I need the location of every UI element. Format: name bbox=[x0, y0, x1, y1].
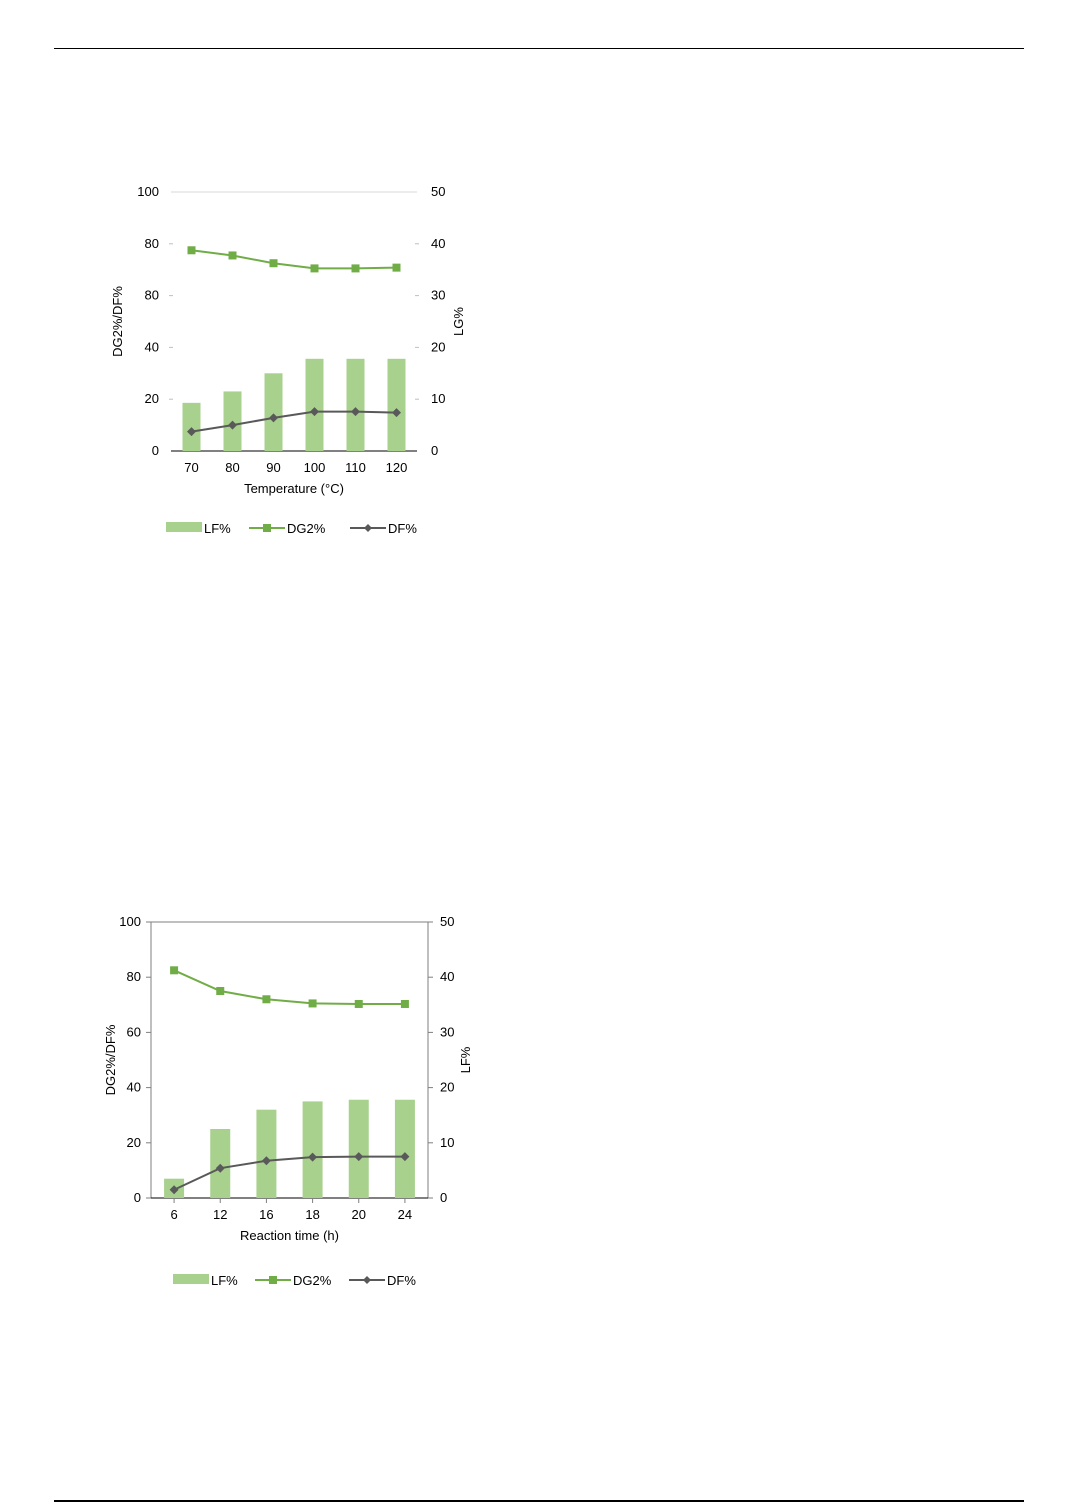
left-tick-label: 0 bbox=[152, 443, 159, 458]
right-axis-title: LG% bbox=[451, 307, 466, 336]
legend-lf-label: LF% bbox=[211, 1273, 238, 1288]
dg2-line bbox=[191, 249, 397, 270]
header-rule bbox=[54, 48, 1024, 49]
dg2-line bbox=[173, 969, 405, 1005]
right-tick-label: 0 bbox=[440, 1190, 447, 1205]
x-tick-label: 110 bbox=[345, 460, 366, 475]
x-tick-label: 90 bbox=[266, 460, 280, 475]
left-tick-label: 80 bbox=[145, 236, 159, 251]
dg2-point bbox=[187, 246, 196, 255]
dg2-point bbox=[308, 999, 317, 1008]
lf-bar bbox=[264, 373, 283, 451]
right-tick-label: 10 bbox=[431, 391, 445, 406]
left-tick-label: 0 bbox=[134, 1190, 141, 1205]
temperature-chart: 0 20 40 80 80 100 0 10 20 30 40 50 70 80 90 100 110 120 Te… bbox=[110, 184, 466, 536]
right-tick-label: 10 bbox=[440, 1135, 454, 1150]
x-tick-label: 20 bbox=[352, 1207, 366, 1222]
legend-df-marker bbox=[363, 1276, 371, 1284]
legend-lf-swatch bbox=[166, 522, 202, 532]
legend-df-label: DF% bbox=[387, 1273, 416, 1288]
lf-bar bbox=[305, 358, 324, 451]
lf-bar bbox=[302, 1101, 323, 1198]
legend-dg2-marker bbox=[269, 1276, 277, 1284]
x-tick-label: 18 bbox=[305, 1207, 319, 1222]
df-point bbox=[310, 407, 319, 417]
left-tick-label: 60 bbox=[127, 1024, 141, 1039]
dg2-point bbox=[170, 966, 179, 975]
right-tick-label: 50 bbox=[440, 914, 454, 929]
x-tick-label: 100 bbox=[304, 460, 326, 475]
legend-df-marker bbox=[364, 524, 372, 532]
lf-bar bbox=[346, 358, 365, 451]
left-tick-label: 40 bbox=[145, 339, 159, 354]
right-tick-label: 40 bbox=[431, 236, 445, 251]
df-line bbox=[173, 1155, 405, 1191]
dg2-point bbox=[269, 259, 278, 268]
right-tick-label: 50 bbox=[431, 184, 445, 199]
df-point bbox=[392, 408, 401, 418]
df-point bbox=[261, 1156, 271, 1166]
legend-dg2-label: DG2% bbox=[287, 521, 326, 536]
dg2-point bbox=[400, 999, 409, 1008]
left-tick-label: 20 bbox=[127, 1135, 141, 1150]
df-point bbox=[308, 1152, 318, 1162]
right-tick-label: 40 bbox=[440, 969, 454, 984]
left-tick-label: 100 bbox=[137, 184, 159, 199]
reaction-time-chart: 0 20 40 60 80 100 0 10 20 30 40 50 6 12 16 18 20 24 Reacti… bbox=[103, 914, 473, 1288]
df-point bbox=[187, 427, 196, 437]
legend-lf-swatch bbox=[173, 1274, 209, 1284]
left-axis-title: DG2%/DF% bbox=[110, 286, 125, 357]
legend-dg2-label: DG2% bbox=[293, 1273, 332, 1288]
df-point bbox=[169, 1185, 179, 1195]
right-tick-label: 30 bbox=[440, 1024, 454, 1039]
left-axis-title: DG2%/DF% bbox=[103, 1024, 118, 1095]
df-point bbox=[400, 1152, 410, 1162]
lf-bar bbox=[256, 1109, 277, 1198]
right-tick-label: 20 bbox=[440, 1080, 454, 1095]
x-tick-label: 6 bbox=[170, 1207, 177, 1222]
right-axis-title: LF% bbox=[458, 1046, 473, 1073]
left-tick-label: 80 bbox=[127, 969, 141, 984]
legend-dg2-marker bbox=[263, 524, 271, 532]
dg2-point bbox=[262, 995, 271, 1004]
x-tick-label: 120 bbox=[386, 460, 408, 475]
dg2-point bbox=[310, 264, 319, 273]
dg2-point bbox=[354, 999, 363, 1008]
x-tick-label: 70 bbox=[184, 460, 198, 475]
left-tick-label: 80 bbox=[145, 288, 159, 303]
footer-rule bbox=[54, 1500, 1024, 1502]
dg2-point bbox=[392, 263, 401, 272]
lf-bar bbox=[348, 1099, 369, 1198]
df-point bbox=[269, 413, 278, 423]
left-tick-label: 40 bbox=[127, 1080, 141, 1095]
df-point bbox=[215, 1163, 225, 1173]
x-tick-label: 80 bbox=[225, 460, 239, 475]
lf-bar bbox=[182, 402, 201, 451]
df-point bbox=[354, 1152, 364, 1162]
df-point bbox=[351, 407, 360, 417]
x-axis-title: Reaction time (h) bbox=[240, 1228, 339, 1243]
df-line bbox=[191, 410, 397, 433]
x-tick-label: 12 bbox=[213, 1207, 227, 1222]
right-tick-label: 0 bbox=[431, 443, 438, 458]
lf-bar bbox=[387, 358, 406, 451]
dg2-point bbox=[351, 264, 360, 273]
x-tick-label: 24 bbox=[398, 1207, 412, 1222]
dg2-point bbox=[228, 251, 237, 260]
dg2-point bbox=[216, 987, 225, 995]
x-axis-title: Temperature (°C) bbox=[244, 481, 344, 496]
lf-bar bbox=[210, 1129, 231, 1198]
left-tick-label: 100 bbox=[119, 914, 141, 929]
right-tick-label: 20 bbox=[431, 339, 445, 354]
right-tick-label: 30 bbox=[431, 288, 445, 303]
left-tick-label: 20 bbox=[145, 391, 159, 406]
legend-df-label: DF% bbox=[388, 521, 417, 536]
df-point bbox=[228, 420, 237, 430]
legend-lf-label: LF% bbox=[204, 521, 231, 536]
x-tick-label: 16 bbox=[259, 1207, 273, 1222]
lf-bar bbox=[394, 1099, 415, 1198]
